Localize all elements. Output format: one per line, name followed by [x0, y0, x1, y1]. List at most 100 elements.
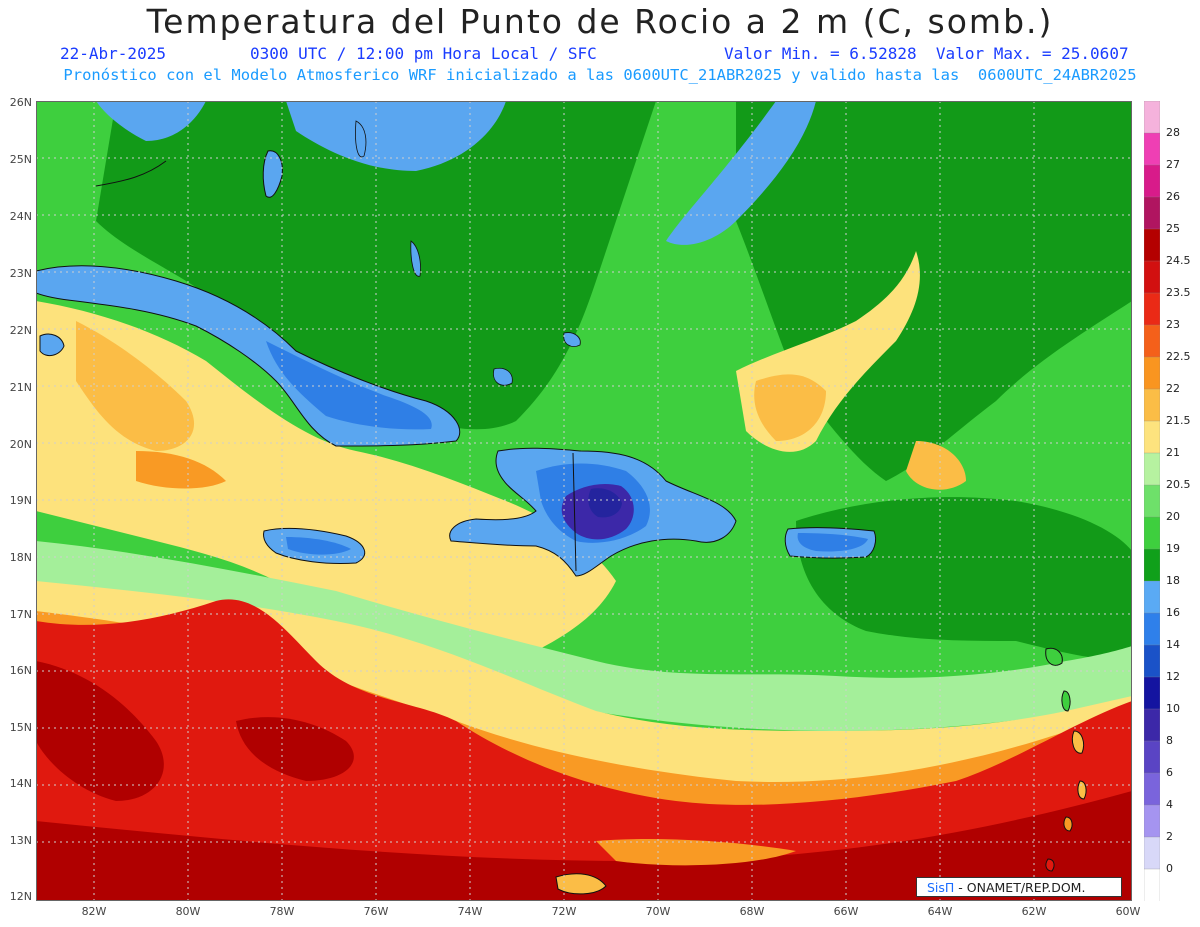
- colorbar-label: 22: [1166, 382, 1180, 395]
- lon-label-78w: 78W: [269, 905, 295, 918]
- lat-label-19n: 19N: [9, 494, 32, 507]
- aruba-curacao: [555, 873, 607, 895]
- colorbar-label: 27: [1166, 158, 1180, 171]
- sispi-logo: SisΠ: [927, 880, 955, 895]
- colorbar-swatch: [1144, 260, 1160, 294]
- lat-label-26n: 26N: [9, 96, 32, 109]
- colorbar-label: 4: [1166, 798, 1173, 811]
- orange-band-south: [36, 611, 1132, 836]
- lon-label-82w: 82W: [81, 905, 107, 918]
- colorbar-swatch: [1144, 612, 1160, 646]
- dewpoint-map: [36, 101, 1132, 901]
- grenada: [1045, 858, 1055, 872]
- colorbar-swatch: [1144, 804, 1160, 838]
- yellow-band-south: [36, 581, 1132, 791]
- st-lucia: [1077, 780, 1087, 800]
- colorbar-label: 12: [1166, 670, 1180, 683]
- puerto-rico-inner: [797, 533, 868, 552]
- credit-text: - ONAMET/REP.DOM.: [954, 880, 1086, 895]
- colorbar-swatch: [1144, 644, 1160, 678]
- lat-label-16n: 16N: [9, 664, 32, 677]
- inagua-island: [493, 367, 513, 386]
- lat-label-13n: 13N: [9, 834, 32, 847]
- colorbar-swatch: [1144, 516, 1160, 550]
- forecast-date: 22-Abr-2025: [60, 44, 166, 63]
- credit-box: SisΠ - ONAMET/REP.DOM.: [916, 877, 1122, 897]
- lat-label-17n: 17N: [9, 608, 32, 621]
- colorbar-label: 8: [1166, 734, 1173, 747]
- lat-label-12n: 12N: [9, 890, 32, 903]
- lat-gridlines: [36, 157, 1132, 843]
- map-title: Temperatura del Punto de Rocio a 2 m (C,…: [146, 2, 1054, 41]
- colorbar-swatch: [1144, 228, 1160, 262]
- colorbar-swatch: [1144, 164, 1160, 198]
- colorbar-swatch: [1144, 676, 1160, 710]
- colorbar-label: 23: [1166, 318, 1180, 331]
- martinique: [1071, 730, 1085, 754]
- colorbar-swatch: [1144, 292, 1160, 326]
- hispaniola-deepest: [588, 488, 622, 518]
- lat-label-22n: 22N: [9, 324, 32, 337]
- yellow-zone-west: [36, 301, 616, 670]
- guadeloupe: [1045, 647, 1063, 666]
- lon-label-66w: 66W: [833, 905, 859, 918]
- deep-green-band-north: [96, 101, 656, 430]
- lon-label-60w: 60W: [1115, 905, 1141, 918]
- dark-red-patch-1: [36, 661, 164, 801]
- colorbar-label: 10: [1166, 702, 1180, 715]
- colorbar-label: 28: [1166, 126, 1180, 139]
- blue-patch-north: [286, 101, 506, 171]
- colorbar-label: 16: [1166, 606, 1180, 619]
- haiti-dr-border: [572, 452, 577, 572]
- colorbar-swatch: [1144, 196, 1160, 230]
- deep-green-band-se: [796, 497, 1132, 661]
- orange-patch-ne: [906, 441, 966, 490]
- map-frame: [36, 101, 1132, 901]
- colorbar-swatch: [1144, 101, 1160, 134]
- colorbar-swatch: [1144, 772, 1160, 806]
- colorbar-swatch: [1144, 548, 1160, 582]
- lon-gridlines: [93, 101, 1035, 901]
- orange-patch-cuba-s: [136, 451, 226, 489]
- isle-of-youth: [39, 333, 65, 357]
- orange-zone-east: [754, 374, 826, 441]
- model-info: Pronóstico con el Modelo Atmosferico WRF…: [63, 66, 1137, 84]
- andros-island: [262, 150, 283, 198]
- colorbar: [1144, 101, 1160, 901]
- colorbar-label: 0: [1166, 862, 1173, 875]
- orange-patch-south: [596, 839, 796, 866]
- abaco-island: [355, 120, 367, 158]
- colorbar-swatch: [1144, 388, 1160, 422]
- lon-label-68w: 68W: [739, 905, 765, 918]
- colorbar-swatch: [1144, 708, 1160, 742]
- lat-label-23n: 23N: [9, 267, 32, 280]
- colorbar-label: 2: [1166, 830, 1173, 843]
- lon-label-70w: 70W: [645, 905, 671, 918]
- colorbar-swatch: [1144, 484, 1160, 518]
- colorbar-label: 21.5: [1166, 414, 1191, 427]
- orange-zone-west: [76, 321, 195, 451]
- colorbar-label: 14: [1166, 638, 1180, 651]
- lat-label-25n: 25N: [9, 153, 32, 166]
- lon-label-74w: 74W: [457, 905, 483, 918]
- colorbar-label: 19: [1166, 542, 1180, 555]
- colorbar-label: 25: [1166, 222, 1180, 235]
- dominica: [1061, 690, 1071, 712]
- florida-keys: [95, 160, 167, 187]
- lat-label-14n: 14N: [9, 777, 32, 790]
- long-island: [410, 240, 421, 277]
- lat-label-15n: 15N: [9, 721, 32, 734]
- min-max-values: Valor Min. = 6.52828 Valor Max. = 25.060…: [724, 44, 1129, 63]
- blue-patch-florida: [96, 101, 206, 141]
- colorbar-label: 6: [1166, 766, 1173, 779]
- st-vincent: [1063, 816, 1073, 832]
- red-band-south: [36, 599, 1132, 901]
- jamaica-inner: [286, 537, 351, 555]
- colorbar-label: 21: [1166, 446, 1180, 459]
- colorbar-swatch: [1144, 868, 1160, 901]
- colorbar-label: 20: [1166, 510, 1180, 523]
- lat-label-21n: 21N: [9, 381, 32, 394]
- lon-label-62w: 62W: [1021, 905, 1047, 918]
- colorbar-swatch: [1144, 580, 1160, 614]
- light-green-band: [36, 541, 1132, 731]
